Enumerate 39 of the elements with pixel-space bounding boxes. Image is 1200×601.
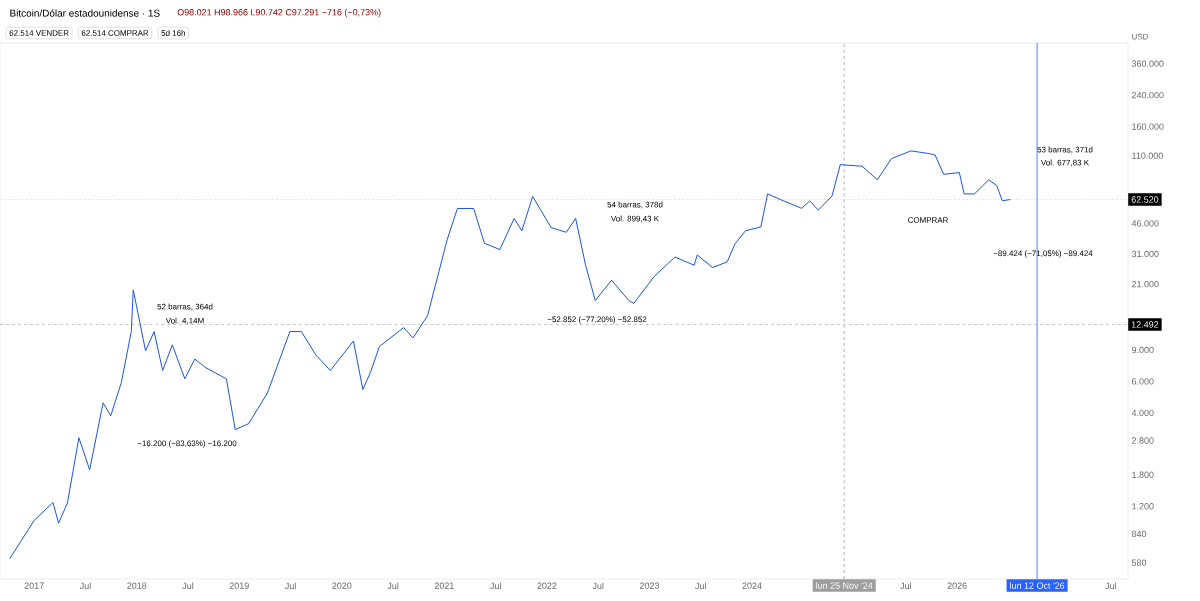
- x-tick-label: 2019: [229, 582, 249, 589]
- x-tick-label: 2020: [332, 582, 352, 589]
- y-tick-label: 840: [1131, 530, 1147, 538]
- x-tick-label: 2026: [947, 582, 967, 589]
- y-tick-label: 6.000: [1131, 378, 1154, 385]
- y-tick-label: 2.800: [1131, 437, 1154, 444]
- x-tick-label: 2023: [639, 582, 660, 589]
- x-tick-label: Jul: [490, 582, 501, 590]
- x-tick-label: Jul: [284, 582, 296, 590]
- chart-subtitle: O98.021 H98.966 L90.742 C97.291 −716 (−0,73%): [177, 8, 381, 18]
- y-tick-label: 1.200: [1132, 503, 1154, 510]
- x-tick-label: Jul: [182, 582, 194, 590]
- y-tick-label: 360.000: [1131, 60, 1164, 67]
- y-tick-label: 240.000: [1131, 91, 1164, 99]
- x-tick-label: 2017: [24, 582, 44, 589]
- x-tick-label: 2024: [742, 582, 762, 589]
- x-tick-label: 2022: [537, 582, 557, 589]
- y-tick-label: 4.000: [1131, 409, 1154, 417]
- y-tick-label: 46.000: [1131, 220, 1159, 227]
- x-tick-label: Jul: [79, 582, 91, 590]
- y-tick-label: 110.000: [1132, 152, 1163, 159]
- y-tick-label: 160.000: [1132, 123, 1164, 130]
- x-tick-label: Jul: [695, 582, 706, 590]
- ref-line-label: lun 25 Nov '24: [816, 582, 873, 589]
- y-tick-label: 1.800: [1132, 471, 1154, 478]
- ref-line-label: lun 12 Oct '26: [1010, 582, 1065, 589]
- ref-line-label: 12.492: [1131, 321, 1159, 328]
- x-tick-label: Jul: [1105, 582, 1117, 590]
- x-tick-label: 2018: [127, 582, 147, 589]
- y-tick-label: 31.000: [1131, 250, 1159, 258]
- x-tick-label: 2021: [434, 582, 454, 589]
- x-tick-label: Jul: [900, 582, 911, 590]
- y-tick-label: 9.000: [1131, 346, 1154, 354]
- y-tick-label: 21.000: [1131, 280, 1159, 288]
- y-tick-label: 580: [1131, 559, 1147, 566]
- x-tick-label: Jul: [387, 582, 399, 590]
- ref-line-label: 62.520: [1131, 196, 1159, 203]
- x-tick-label: Jul: [592, 582, 604, 590]
- chart-title: Bitcoin/Dólar estadounidense · 1S: [10, 9, 160, 17]
